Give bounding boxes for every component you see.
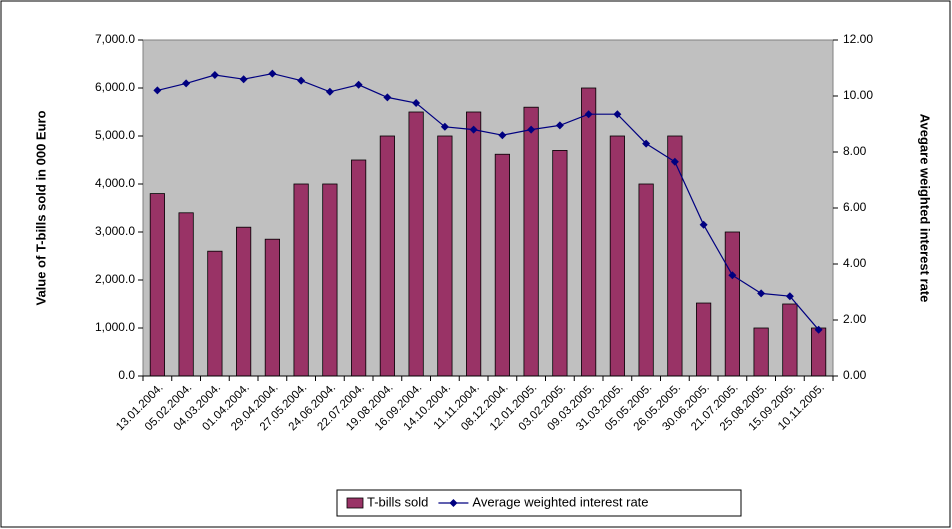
bar — [724, 231, 740, 377]
bar — [351, 159, 367, 377]
marker — [699, 220, 708, 229]
y2-tick-label: 2.00 — [843, 312, 867, 326]
marker — [498, 131, 507, 140]
bar — [696, 302, 712, 377]
y-tick-label: 0.0 — [118, 368, 135, 382]
bar — [811, 327, 827, 377]
bar — [379, 135, 395, 377]
y-axis-label: Value of T-bills sold in 000 Euro — [33, 110, 48, 305]
bar — [581, 87, 597, 377]
y2-tick-label: 8.00 — [843, 144, 867, 158]
bar — [753, 327, 769, 377]
legend-swatch — [346, 497, 364, 509]
bar — [494, 153, 510, 377]
bar — [782, 303, 798, 377]
y-tick-label: 2,000.0 — [95, 272, 135, 286]
marker — [153, 86, 162, 95]
legend-label: T-bills sold — [367, 494, 428, 509]
y-tick-label: 6,000.0 — [95, 80, 135, 94]
plot-area — [142, 39, 834, 377]
marker — [642, 139, 651, 148]
marker — [440, 122, 449, 131]
marker — [383, 93, 392, 102]
bar — [207, 250, 223, 377]
bar — [552, 149, 568, 377]
marker — [325, 87, 334, 96]
marker — [412, 99, 421, 107]
bar — [293, 183, 309, 377]
legend-label: Average weighted interest rate — [472, 494, 648, 509]
marker — [555, 121, 564, 130]
bar — [264, 238, 280, 377]
y-tick-label: 1,000.0 — [95, 320, 135, 334]
marker — [527, 125, 536, 134]
y2-tick-label: 0.00 — [843, 368, 867, 382]
y2-tick-label: 10.00 — [843, 88, 873, 102]
bar — [149, 193, 165, 377]
bar — [466, 111, 482, 377]
y-tick-label: 7,000.0 — [95, 32, 135, 46]
legend-box — [336, 489, 742, 517]
line — [157, 72, 820, 331]
marker — [210, 71, 219, 79]
bar — [408, 111, 424, 377]
marker — [757, 289, 766, 298]
y2-tick-label: 12.00 — [843, 32, 873, 46]
bar — [638, 183, 654, 377]
marker — [239, 75, 248, 84]
marker — [613, 110, 622, 119]
marker — [584, 110, 593, 119]
bar — [236, 226, 252, 377]
y2-axis-label: Avegare weighted interest rate — [918, 114, 933, 303]
marker — [268, 69, 277, 78]
marker — [297, 76, 306, 85]
marker — [469, 125, 478, 134]
bar — [523, 106, 539, 377]
y-tick-label: 5,000.0 — [95, 128, 135, 142]
marker — [182, 79, 191, 88]
bar — [609, 135, 625, 377]
marker — [785, 292, 794, 301]
y2-tick-label: 4.00 — [843, 256, 867, 270]
bar — [178, 212, 194, 377]
y-tick-label: 3,000.0 — [95, 224, 135, 238]
bar — [322, 183, 338, 377]
y2-tick-label: 6.00 — [843, 200, 867, 214]
bar — [437, 135, 453, 377]
y-tick-label: 4,000.0 — [95, 176, 135, 190]
marker — [670, 157, 679, 166]
marker — [814, 325, 823, 334]
legend-marker — [449, 499, 458, 507]
marker — [728, 271, 737, 280]
marker — [354, 80, 363, 89]
